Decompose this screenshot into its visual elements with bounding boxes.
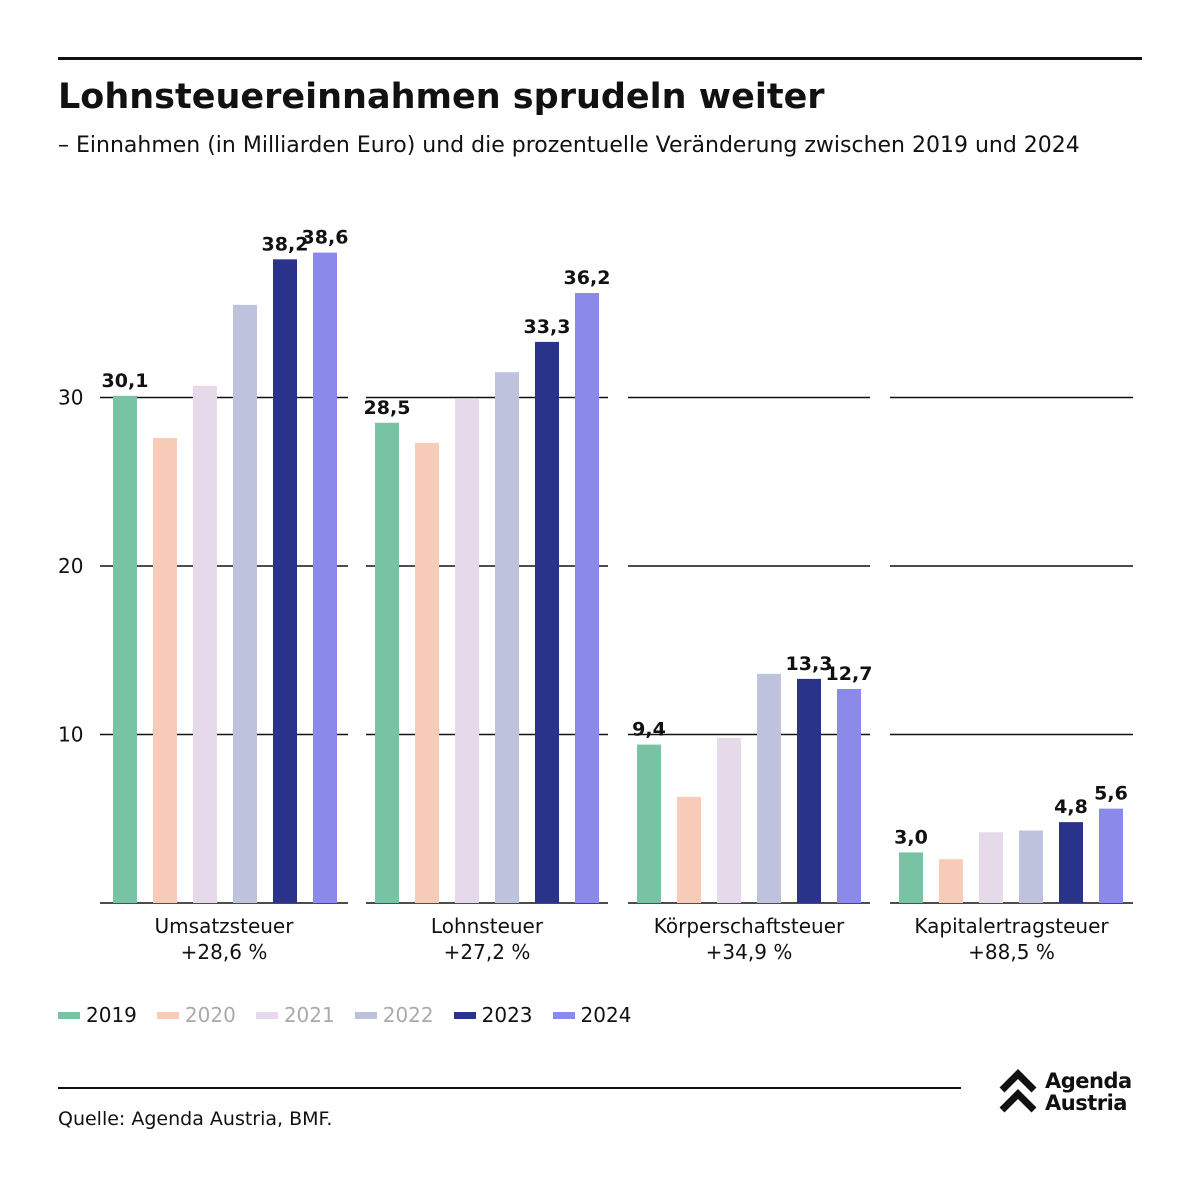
bar-0-2 bbox=[193, 385, 217, 904]
legend-swatch-2019 bbox=[58, 1011, 80, 1019]
bar-2-5 bbox=[837, 689, 861, 903]
data-label-0-5: 38,6 bbox=[302, 227, 349, 249]
chart-legend: 2019 2020 2021 2022 2023 2024 bbox=[58, 1002, 651, 1028]
legend-swatch-2023 bbox=[453, 1011, 476, 1019]
legend-swatch-2020 bbox=[156, 1011, 179, 1019]
bar-2-3 bbox=[757, 673, 781, 903]
y-tick-label-20: 20 bbox=[58, 554, 83, 578]
bar-1-1 bbox=[415, 442, 439, 903]
bar-1-3 bbox=[495, 372, 519, 904]
bar-0-1 bbox=[153, 437, 177, 903]
bottom-rule bbox=[58, 1087, 961, 1089]
bar-3-3 bbox=[1019, 830, 1043, 903]
category-label-3: Kapitalertragsteuer bbox=[914, 914, 1109, 938]
legend-label-2024: 2024 bbox=[580, 1003, 632, 1027]
bar-3-4 bbox=[1059, 822, 1083, 903]
chart-title: Lohnsteuereinnahmen sprudeln weiter bbox=[58, 77, 825, 117]
logo-line-2: Austria bbox=[1045, 1091, 1127, 1115]
source-note: Quelle: Agenda Austria, BMF. bbox=[58, 1108, 333, 1130]
data-label-3-4: 4,8 bbox=[1054, 796, 1088, 818]
data-label-0-4: 38,2 bbox=[262, 233, 309, 255]
category-label-1: Lohnsteuer bbox=[431, 914, 544, 938]
bar-chart: 10 20 30 30,1 38,238,6 Umsatzsteuer+28,6 % 28,… bbox=[58, 227, 1133, 964]
logo-text: Agenda Austria bbox=[1045, 1070, 1132, 1114]
bar-2-0 bbox=[637, 744, 661, 903]
data-label-1-5: 36,2 bbox=[564, 267, 611, 289]
data-label-3-5: 5,6 bbox=[1094, 783, 1128, 805]
bar-2-2 bbox=[717, 737, 741, 903]
legend-swatch-2022 bbox=[354, 1011, 377, 1019]
legend-item-2024: 2024 bbox=[552, 1003, 632, 1027]
bar-0-3 bbox=[233, 304, 257, 903]
data-label-1-4: 33,3 bbox=[524, 316, 571, 338]
category-label-2: Körperschaftsteuer bbox=[654, 914, 845, 938]
category-change-2: +34,9 % bbox=[706, 940, 793, 964]
bar-3-1 bbox=[939, 859, 963, 903]
legend-label-2023: 2023 bbox=[481, 1003, 533, 1027]
bar-0-4 bbox=[273, 259, 297, 904]
chart-subtitle: – Einnahmen (in Milliarden Euro) und die… bbox=[58, 133, 1080, 158]
data-label-2-0: 9,4 bbox=[632, 719, 666, 741]
bar-0-0 bbox=[113, 395, 137, 903]
data-label-3-0: 3,0 bbox=[894, 826, 928, 848]
legend-label-2021: 2021 bbox=[283, 1003, 335, 1027]
top-rule bbox=[58, 57, 1142, 60]
bar-1-4 bbox=[535, 341, 559, 903]
category-change-3: +88,5 % bbox=[968, 940, 1055, 964]
double-chevron-up-icon bbox=[999, 1069, 1037, 1113]
bar-3-5 bbox=[1099, 808, 1123, 903]
legend-label-2022: 2022 bbox=[382, 1003, 434, 1027]
logo-line-1: Agenda bbox=[1045, 1069, 1132, 1093]
agenda-austria-logo: Agenda Austria bbox=[998, 1068, 1148, 1118]
bar-2-1 bbox=[677, 796, 701, 903]
bar-3-2 bbox=[979, 832, 1003, 903]
y-tick-label-30: 30 bbox=[58, 386, 83, 410]
legend-label-2019: 2019 bbox=[86, 1003, 137, 1027]
bar-1-5 bbox=[575, 293, 599, 903]
data-label-1-0: 28,5 bbox=[364, 397, 411, 419]
legend-item-2023: 2023 bbox=[453, 1003, 533, 1027]
legend-item-2019: 2019 bbox=[58, 1003, 137, 1027]
legend-label-2020: 2020 bbox=[184, 1003, 236, 1027]
category-label-0: Umsatzsteuer bbox=[155, 914, 295, 938]
legend-swatch-2024 bbox=[552, 1011, 575, 1019]
legend-item-2022: 2022 bbox=[354, 1003, 434, 1027]
category-change-0: +28,6 % bbox=[181, 940, 268, 964]
bar-1-0 bbox=[375, 422, 399, 903]
bar-0-5 bbox=[313, 252, 337, 904]
y-tick-label-10: 10 bbox=[58, 723, 83, 747]
legend-item-2021: 2021 bbox=[255, 1003, 335, 1027]
category-change-1: +27,2 % bbox=[444, 940, 531, 964]
data-label-2-5: 12,7 bbox=[826, 663, 873, 685]
legend-item-2020: 2020 bbox=[156, 1003, 236, 1027]
bar-2-4 bbox=[797, 678, 821, 903]
data-label-2-4: 13,3 bbox=[786, 653, 833, 675]
bar-3-0 bbox=[899, 852, 923, 903]
data-label-0-0: 30,1 bbox=[102, 370, 149, 392]
bar-1-2 bbox=[455, 399, 479, 903]
legend-swatch-2021 bbox=[255, 1011, 278, 1019]
